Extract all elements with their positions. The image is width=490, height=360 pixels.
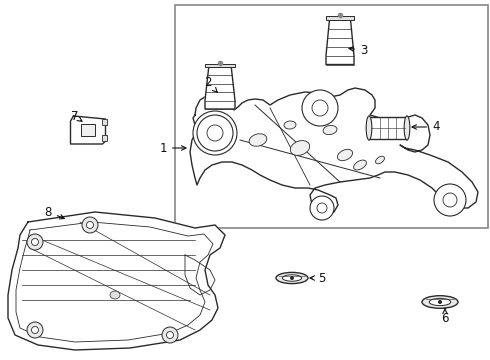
Polygon shape — [190, 88, 478, 215]
Polygon shape — [71, 116, 105, 144]
Ellipse shape — [323, 125, 337, 135]
Ellipse shape — [276, 273, 308, 284]
Text: 7: 7 — [71, 109, 82, 122]
Ellipse shape — [290, 141, 310, 156]
Ellipse shape — [284, 121, 296, 129]
Bar — [175, 5, 488, 228]
Circle shape — [31, 327, 39, 333]
Bar — [101, 119, 106, 125]
Ellipse shape — [354, 160, 367, 170]
Text: 5: 5 — [310, 271, 325, 284]
Ellipse shape — [422, 296, 458, 308]
Bar — [101, 135, 106, 141]
Circle shape — [31, 238, 39, 246]
Bar — [369, 117, 407, 139]
Circle shape — [193, 111, 237, 155]
Ellipse shape — [338, 149, 352, 161]
Polygon shape — [326, 19, 354, 64]
Circle shape — [87, 221, 94, 229]
Text: 4: 4 — [412, 121, 440, 134]
Text: 8: 8 — [45, 206, 64, 219]
Bar — [326, 16, 354, 19]
Circle shape — [310, 196, 334, 220]
Ellipse shape — [375, 156, 385, 164]
Circle shape — [167, 332, 173, 338]
Polygon shape — [8, 212, 225, 350]
Circle shape — [438, 300, 442, 304]
Polygon shape — [205, 67, 235, 109]
Text: 3: 3 — [349, 44, 368, 57]
Bar — [81, 124, 95, 136]
Ellipse shape — [249, 134, 267, 146]
Ellipse shape — [429, 298, 451, 306]
Circle shape — [434, 184, 466, 216]
Ellipse shape — [404, 116, 410, 140]
Ellipse shape — [366, 116, 372, 140]
Text: 6: 6 — [441, 309, 449, 324]
Circle shape — [162, 327, 178, 343]
Circle shape — [302, 90, 338, 126]
Circle shape — [290, 276, 294, 280]
Circle shape — [82, 217, 98, 233]
Circle shape — [27, 322, 43, 338]
Text: 2: 2 — [204, 77, 217, 92]
Bar — [205, 64, 235, 67]
Ellipse shape — [282, 275, 302, 281]
Ellipse shape — [110, 291, 120, 299]
Text: 1: 1 — [160, 141, 186, 154]
Circle shape — [197, 115, 233, 151]
Circle shape — [27, 234, 43, 250]
